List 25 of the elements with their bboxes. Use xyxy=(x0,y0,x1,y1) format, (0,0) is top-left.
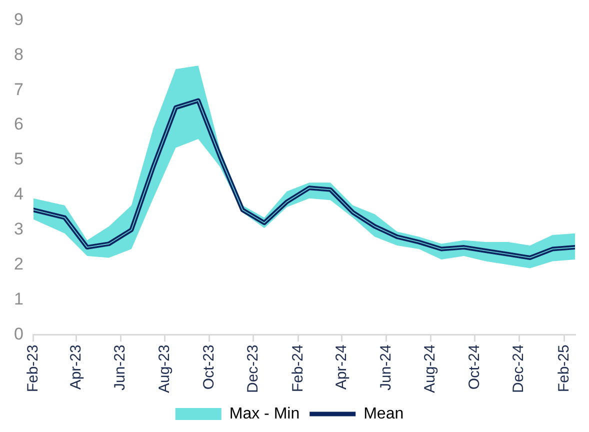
y-tick-label: 9 xyxy=(14,10,24,29)
y-tick-label: 4 xyxy=(14,184,24,204)
y-tick-label: 5 xyxy=(14,150,24,169)
x-tick-label: Jun-23 xyxy=(112,344,129,391)
legend-label: Mean xyxy=(364,405,404,422)
y-tick-label: 7 xyxy=(14,80,24,99)
x-tick-label: Oct-23 xyxy=(200,344,218,390)
x-tick-label: Oct-24 xyxy=(466,344,483,390)
x-tick-label: Feb-23 xyxy=(24,344,42,392)
y-tick-label: 6 xyxy=(14,114,24,134)
x-tick-label: Apr-24 xyxy=(333,344,350,390)
x-tick-label: Apr-23 xyxy=(67,344,84,390)
x-tick-label: Feb-24 xyxy=(290,344,307,392)
x-tick-label: Dec-23 xyxy=(244,344,262,393)
x-tick-label: Dec-24 xyxy=(510,344,528,393)
x-tick-label: Aug-24 xyxy=(422,344,439,394)
x-tick-label: Feb-25 xyxy=(555,344,572,392)
x-tick-label: Aug-23 xyxy=(156,344,173,394)
x-tick-label: Jun-24 xyxy=(377,344,394,391)
y-tick-label: 0 xyxy=(14,324,24,344)
legend-label: Max - Min xyxy=(229,405,300,422)
y-tick-label: 3 xyxy=(14,220,24,239)
y-tick-label: 2 xyxy=(14,254,24,274)
y-tick-label: 8 xyxy=(14,44,24,64)
y-tick-label: 1 xyxy=(14,289,24,308)
